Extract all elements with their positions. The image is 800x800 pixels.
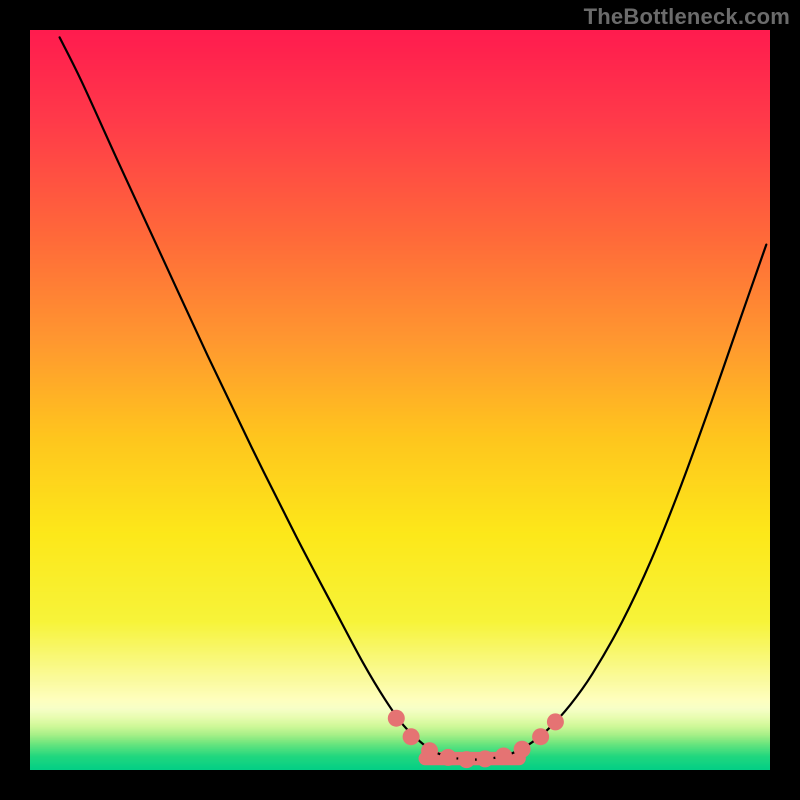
watermark-text: TheBottleneck.com xyxy=(584,4,790,30)
plot-area xyxy=(30,30,770,770)
chart-frame: TheBottleneck.com xyxy=(0,0,800,800)
gradient-background xyxy=(30,30,770,770)
